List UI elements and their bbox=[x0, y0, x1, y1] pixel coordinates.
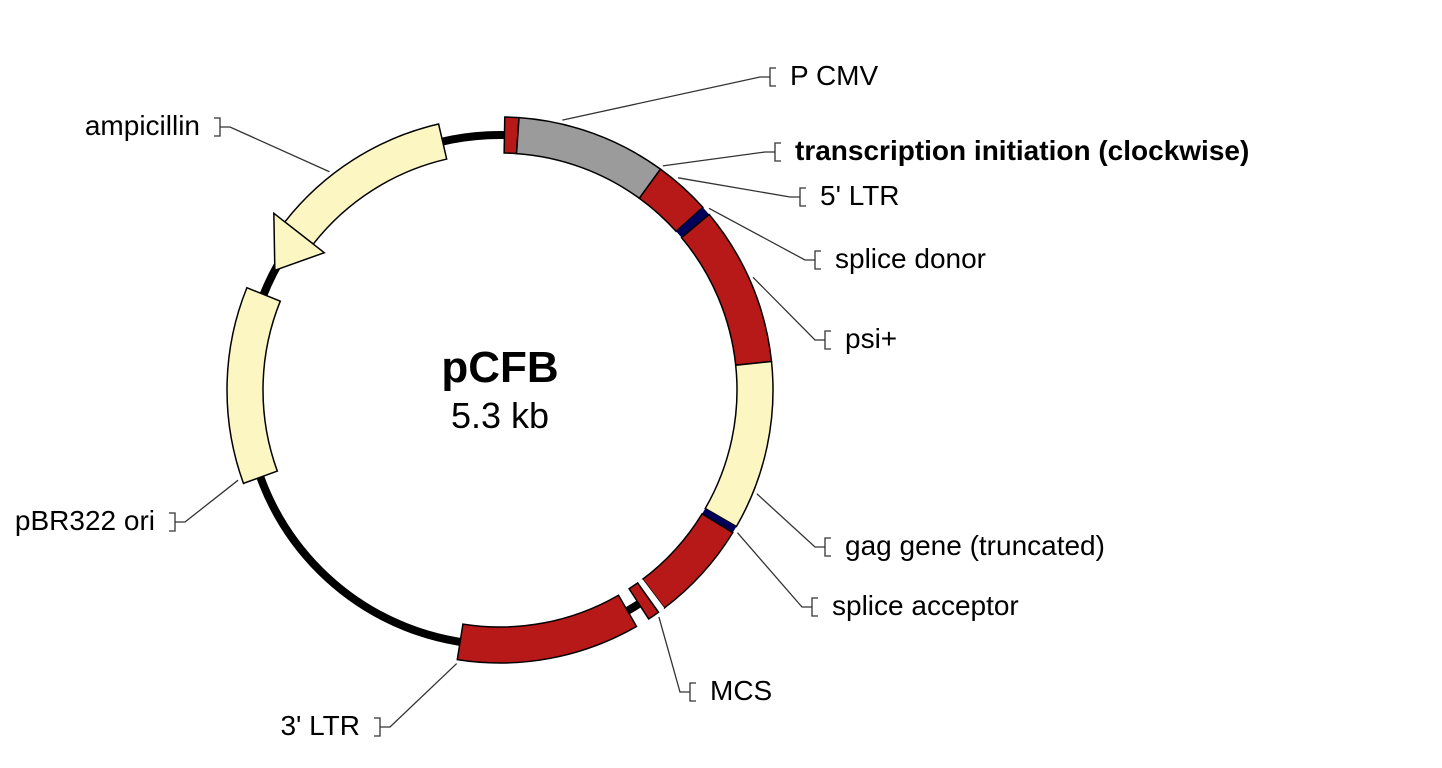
bracket-pbr322_ori bbox=[169, 513, 175, 531]
label-pcmv: P CMV bbox=[790, 60, 878, 91]
bracket-splice_donor bbox=[815, 251, 821, 269]
feature-psi_plus bbox=[682, 215, 772, 366]
center-title: pCFB5.3 kb bbox=[441, 343, 558, 436]
bracket-splice_acceptor bbox=[812, 598, 818, 616]
label-ltr3: 3' LTR bbox=[280, 710, 360, 741]
label-psi_plus: psi+ bbox=[845, 323, 897, 354]
bracket-pcmv bbox=[770, 68, 776, 86]
bracket-ampicillin bbox=[214, 118, 220, 136]
label-transcription_initiation: transcription initiation (clockwise) bbox=[795, 135, 1249, 166]
label-splice_acceptor: splice acceptor bbox=[832, 590, 1019, 621]
bracket-transcription_initiation bbox=[775, 143, 781, 161]
plasmid-name: pCFB bbox=[441, 343, 558, 392]
bracket-psi_plus bbox=[825, 331, 831, 349]
leader-pbr322_ori bbox=[175, 480, 238, 522]
leader-ltr3 bbox=[380, 664, 457, 727]
plasmid-map: pCFB5.3 kb P CMV transcription initiation … bbox=[0, 0, 1442, 768]
leader-ltr5 bbox=[678, 178, 800, 197]
feature-ampicillin-body bbox=[285, 124, 447, 244]
feature-sa_to_mcs bbox=[643, 514, 733, 608]
leader-ampicillin bbox=[220, 127, 329, 172]
label-gag: gag gene (truncated) bbox=[845, 530, 1105, 561]
plasmid-size: 5.3 kb bbox=[451, 395, 549, 436]
leader-mcs bbox=[659, 617, 690, 692]
feature-ltr3 bbox=[457, 595, 636, 663]
label-ampicillin: ampicillin bbox=[85, 110, 200, 141]
bracket-mcs bbox=[690, 683, 696, 701]
bracket-ltr3 bbox=[374, 718, 380, 736]
bracket-ltr5 bbox=[800, 188, 806, 206]
label-pbr322_ori: pBR322 ori bbox=[15, 505, 155, 536]
label-splice_donor: splice donor bbox=[835, 243, 986, 274]
leader-pcmv bbox=[562, 77, 770, 120]
leader-splice_acceptor bbox=[737, 533, 812, 607]
bracket-gag bbox=[825, 538, 831, 556]
label-mcs: MCS bbox=[710, 675, 772, 706]
feature-gag bbox=[705, 361, 773, 526]
feature-pbr322_ori bbox=[227, 288, 280, 484]
label-ltr5: 5' LTR bbox=[820, 180, 900, 211]
feature-pcmv bbox=[517, 118, 661, 199]
leader-transcription_initiation bbox=[663, 152, 775, 166]
leader-gag bbox=[757, 494, 825, 547]
